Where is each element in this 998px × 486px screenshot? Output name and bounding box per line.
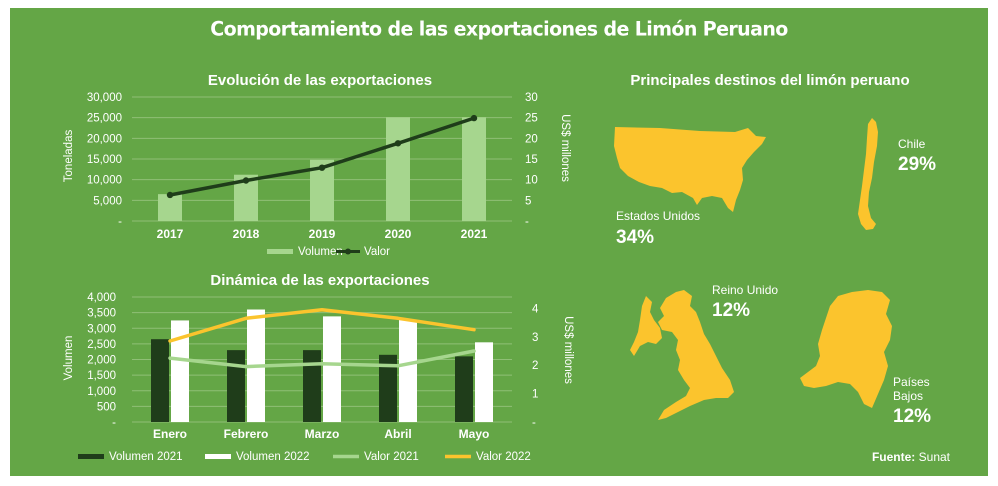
x-tick-label: Febrero [224,427,269,441]
country-pct-reino-unido: 12% [712,300,750,321]
line-valor-2021 [168,349,476,369]
y-tick-label: 15,000 [87,154,122,166]
y-tick-label: 500 [97,401,116,413]
country-name-paises-bajos-line1: Países [893,375,930,389]
usa-map-icon [614,127,766,212]
chart-dinamica-title: Dinámica de las exportaciones [210,272,430,289]
legend-label-valor-2022: Valor 2022 [476,451,531,463]
y-right-tick-label: 1 [532,389,538,401]
y-right-tick-label: 15 [525,154,538,166]
y-tick-label: 4,000 [87,292,116,304]
x-tick-label: 2021 [461,227,488,241]
y-tick-label: - [112,417,116,429]
x-tick-label: 2019 [309,227,336,241]
country-pct-paises-bajos: 12% [893,406,931,427]
y-right-tick-label: 2 [532,360,538,372]
bar-volumen-2021 [227,350,245,422]
country-pct-estados-unidos: 34% [616,227,654,248]
chart-evolucion-title: Evolución de las exportaciones [207,72,433,89]
infographic-title: Comportamiento de las exportaciones de L… [210,17,788,41]
y-tick-label: 20,000 [87,133,122,145]
source-value: Sunat [918,450,950,464]
bar-volumen-2021 [151,339,169,422]
y-right-tick-label: 25 [525,113,538,125]
y-tick-label: 2,500 [87,339,116,351]
y-right-tick-label: 3 [532,332,538,344]
y-right-tick-label: 20 [525,133,538,145]
point-valor [318,164,326,171]
country-name-chile: Chile [898,137,926,151]
legend-label-volumen-2021: Volumen 2021 [109,451,183,463]
y-tick-label: 25,000 [87,113,122,125]
legend-label-valor: Valor [364,246,390,258]
destination-labels: Estados Unidos 34% Chile 29% Reino Unido 12% P… [616,137,936,427]
country-name-paises-bajos-line2: Bajos [893,389,923,403]
chart-evolucion: 30,000 25,000 20,000 15,000 10,000 5,000 - 30 25… [63,92,571,258]
y-tick-label: 30,000 [87,92,122,104]
y-tick-label: 3,500 [87,308,116,320]
point-valor [166,191,174,199]
y-tick-label: 1,500 [87,370,116,382]
x-tick-label: Enero [153,427,187,441]
x-tick-label: Abril [384,427,411,441]
legend-label-valor-2021: Valor 2021 [364,451,419,463]
bar-volumen [158,194,182,221]
y-right-tick-label: 4 [532,303,539,315]
x-tick-label: 2020 [385,227,412,241]
legend-label-volumen-2022: Volumen 2022 [236,451,310,463]
x-tick-label: Marzo [305,427,340,441]
chile-map-icon [858,118,878,230]
x-tick-label: 2017 [157,227,184,241]
y-tick-label: - [118,216,122,228]
bar-volumen-2022 [399,319,417,422]
y-axis-title: Volumen [63,336,75,381]
uk-map-icon [630,290,734,420]
point-valor [242,177,250,184]
netherlands-map-icon [800,290,892,408]
y-right-tick-label: - [532,417,536,429]
legend-swatch-volumen-2021 [78,454,104,459]
bar-volumen-2022 [171,320,189,422]
y-right-tick-label: - [525,216,529,228]
bar-volumen [386,117,410,221]
destinations-title: Principales destinos del limón peruano [630,72,910,89]
x-tick-label: 2018 [233,227,260,241]
y-right-tick-label: 5 [525,195,531,207]
country-name-reino-unido: Reino Unido [712,283,778,297]
bar-volumen-2021 [455,356,473,422]
bar-volumen-2021 [379,354,397,422]
y-tick-label: 1,000 [87,386,116,398]
bar-volumen-2022 [323,316,341,422]
y-tick-label: 2,000 [87,355,116,367]
source-label: Fuente: [871,450,916,464]
x-tick-label: Mayo [459,427,490,441]
y-right-tick-label: 10 [525,175,538,187]
y-axis-title: Toneladas [63,130,75,183]
source-note: Fuente: Sunat [872,450,950,464]
chart-dinamica: 4,000 3,500 3,000 2,500 2,000 1,500 1,000 500 - 4… [63,292,574,463]
legend-label-volumen: Volumen [298,246,343,258]
bar-volumen-2021 [303,350,321,422]
point-valor [470,114,478,122]
point-valor [394,140,402,147]
y-tick-label: 3,000 [87,323,116,335]
bar-volumen-2022 [475,342,493,422]
y-right-axis-title: US$ millones [562,316,574,384]
line-valor-2022 [168,308,476,343]
y-right-tick-label: 30 [525,92,538,104]
legend-swatch-volumen-2022 [205,454,231,459]
bar-volumen [462,117,486,221]
y-tick-label: 5,000 [93,195,122,207]
y-right-axis-title: US$ millones [559,114,571,182]
legend-swatch-volumen [267,249,293,254]
y-tick-label: 10,000 [87,175,122,187]
country-name-estados-unidos: Estados Unidos [616,209,700,223]
legend-marker-valor [345,248,351,255]
country-pct-chile: 29% [898,154,936,175]
